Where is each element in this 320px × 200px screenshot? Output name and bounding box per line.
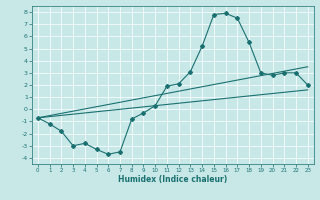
X-axis label: Humidex (Indice chaleur): Humidex (Indice chaleur) [118,175,228,184]
